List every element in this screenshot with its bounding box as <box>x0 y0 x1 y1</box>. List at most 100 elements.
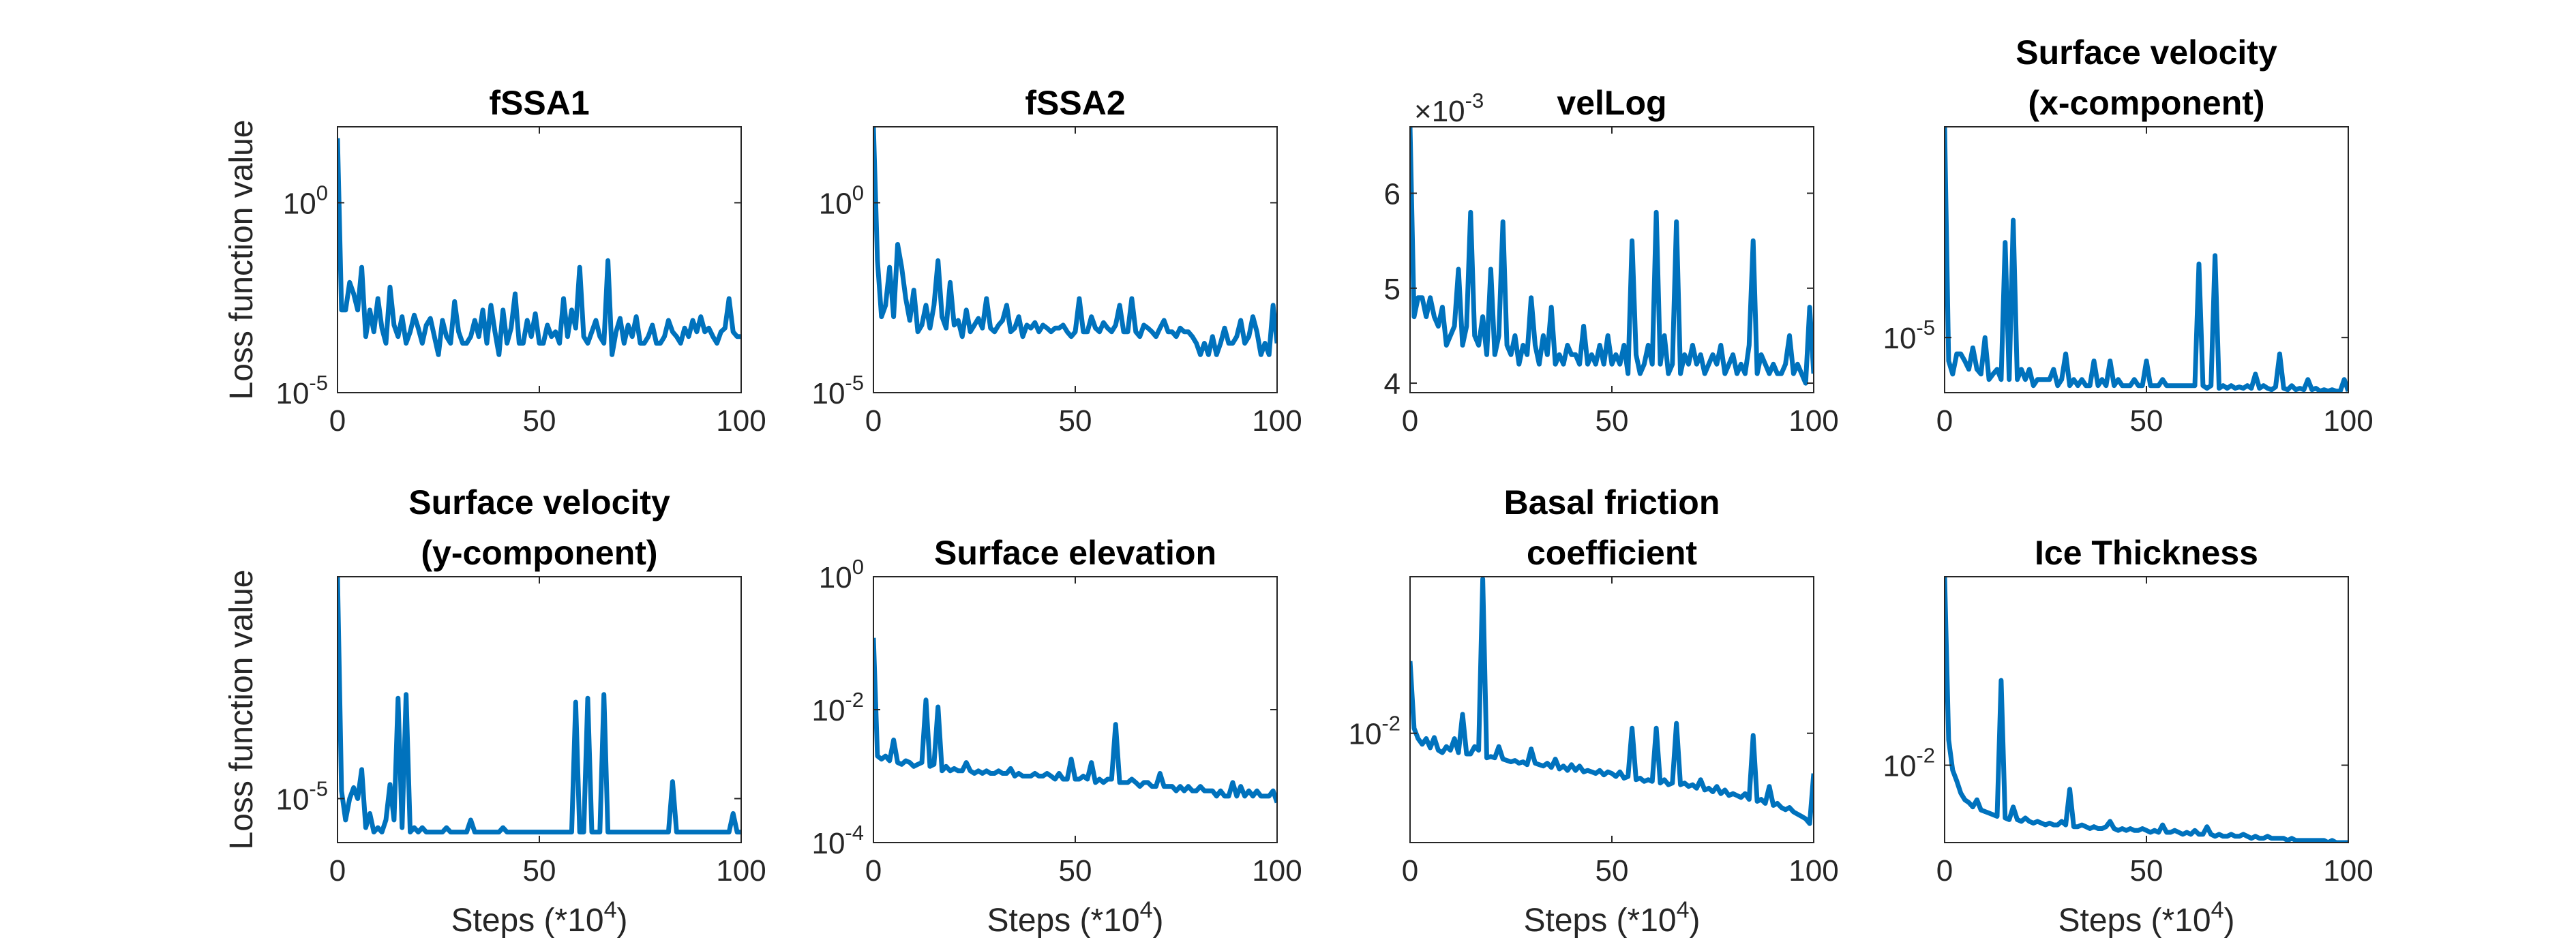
x-label-text: Steps (*10 <box>1523 903 1676 938</box>
x-axis-label: Steps (*104) <box>1523 897 1700 938</box>
y-tick-base: 10 <box>811 694 845 727</box>
y-tick-exponent: -4 <box>845 821 864 845</box>
x-tick-label: 100 <box>1788 404 1838 438</box>
x-tick-label: 50 <box>2130 854 2163 888</box>
x-tick-label: 100 <box>1252 854 1302 888</box>
x-label-text: Steps (*10 <box>451 903 603 938</box>
y-tick-label: 10-2 <box>1883 744 1935 783</box>
x-tick-label: 50 <box>1596 404 1629 438</box>
y-tick-exponent: -2 <box>1381 712 1401 736</box>
multiplier-exponent: -3 <box>1465 89 1484 112</box>
y-tick-exponent: 0 <box>316 181 328 205</box>
x-tick-label: 0 <box>1936 404 1953 438</box>
x-tick-label: 0 <box>865 854 882 888</box>
x-tick-label: 0 <box>329 404 346 438</box>
y-tick-exponent: -2 <box>1916 744 1935 768</box>
y-tick-base: 10 <box>819 561 852 594</box>
y-tick-base: 10 <box>811 377 845 410</box>
y-tick-exponent: -5 <box>845 371 864 395</box>
y-tick-label: 6 <box>1384 178 1401 211</box>
series-line <box>873 637 1277 804</box>
x-tick-label: 100 <box>1788 854 1838 888</box>
y-tick-label: 10-5 <box>1883 316 1935 355</box>
x-label-text: ) <box>617 903 628 938</box>
x-tick-label: 0 <box>1936 854 1953 888</box>
y-tick-label: 10-5 <box>275 777 328 817</box>
y-tick-label: 4 <box>1384 367 1401 401</box>
y-tick-base: 10 <box>819 187 852 220</box>
x-tick-label: 100 <box>2323 404 2373 438</box>
x-label-text: Steps (*10 <box>987 903 1139 938</box>
y-tick-label: 10-5 <box>275 371 328 410</box>
x-tick-label: 100 <box>2323 854 2373 888</box>
x-label-exponent: 4 <box>2211 897 2224 923</box>
series-line <box>1410 127 1814 386</box>
subplot-7: 0 50 100 10-2 Basal friction coefficient Steps… <box>1348 483 1838 938</box>
axis-multiplier: ×10-3 <box>1414 89 1484 128</box>
subplot-title: Ice Thickness <box>2035 534 2258 572</box>
subplot-4: 0 50 100 10-5 Surface velocity (x-component) <box>1883 33 2373 438</box>
x-tick-label: 50 <box>2130 404 2163 438</box>
y-tick-base: 10 <box>1883 322 1916 355</box>
x-tick-label: 0 <box>1402 404 1418 438</box>
multiplier-base: ×10 <box>1414 95 1465 128</box>
y-tick-base: 10 <box>275 377 309 410</box>
y-tick-base: 10 <box>1348 718 1381 751</box>
x-tick-label: 50 <box>1596 854 1629 888</box>
x-tick-label: 100 <box>716 404 766 438</box>
series-line <box>1945 577 2348 843</box>
subplot-title: Basal friction <box>1504 483 1720 521</box>
x-tick-label: 50 <box>1059 854 1092 888</box>
y-tick-label: 100 <box>819 181 864 220</box>
subplot-title: (x-component) <box>2028 84 2264 122</box>
subplot-title: fSSA1 <box>489 84 589 122</box>
series-line <box>873 127 1277 357</box>
axes-box <box>337 126 742 393</box>
y-tick-label: 100 <box>283 181 328 220</box>
subplot-title: Surface velocity <box>2016 33 2277 72</box>
x-tick-label: 50 <box>523 404 556 438</box>
series-line <box>338 577 741 835</box>
y-tick-label: 10-2 <box>1348 712 1401 751</box>
y-tick-label: 10-2 <box>811 688 864 727</box>
x-label-text: ) <box>2224 903 2235 938</box>
y-tick-label: 5 <box>1384 273 1401 306</box>
subplot-title: (y-component) <box>421 534 657 572</box>
y-tick-label: 10-5 <box>811 371 864 410</box>
x-label-exponent: 4 <box>604 897 617 923</box>
y-axis-label: Loss function value <box>224 120 260 400</box>
x-tick-label: 100 <box>716 854 766 888</box>
subplot-5: 0 50 100 10-5 Surface velocity (y-component) L… <box>224 483 766 938</box>
series-line <box>338 138 741 357</box>
x-tick-label: 0 <box>1402 854 1418 888</box>
y-tick-exponent: 0 <box>852 555 864 579</box>
subplot-title: Surface elevation <box>934 534 1216 572</box>
y-tick-exponent: 0 <box>852 181 864 205</box>
x-tick-label: 0 <box>865 404 882 438</box>
subplot-title: coefficient <box>1527 534 1697 572</box>
x-axis-label: Steps (*104) <box>451 897 627 938</box>
x-label-text: Steps (*10 <box>2058 903 2211 938</box>
x-tick-label: 100 <box>1252 404 1302 438</box>
x-label-exponent: 4 <box>1677 897 1690 923</box>
series-line <box>1410 577 1814 826</box>
y-tick-base: 10 <box>811 827 845 860</box>
y-tick-exponent: -2 <box>845 688 864 712</box>
subplot-title: Surface velocity <box>408 483 670 521</box>
axes-box <box>1409 576 1814 843</box>
y-tick-base: 10 <box>275 783 309 817</box>
y-tick-base: 10 <box>1883 750 1916 783</box>
y-tick-exponent: -5 <box>1916 316 1935 339</box>
x-tick-label: 0 <box>329 854 346 888</box>
subplot-3: 0 50 100 4 5 6 ×10-3 velLog <box>1384 84 1839 438</box>
y-axis-label: Loss function value <box>224 570 260 850</box>
x-tick-label: 50 <box>523 854 556 888</box>
subplot-8: 0 50 100 10-2 Ice Thickness Steps (*104) <box>1883 534 2373 938</box>
x-label-text: ) <box>1690 903 1701 938</box>
subplot-title: velLog <box>1557 84 1666 122</box>
x-tick-label: 50 <box>1059 404 1092 438</box>
